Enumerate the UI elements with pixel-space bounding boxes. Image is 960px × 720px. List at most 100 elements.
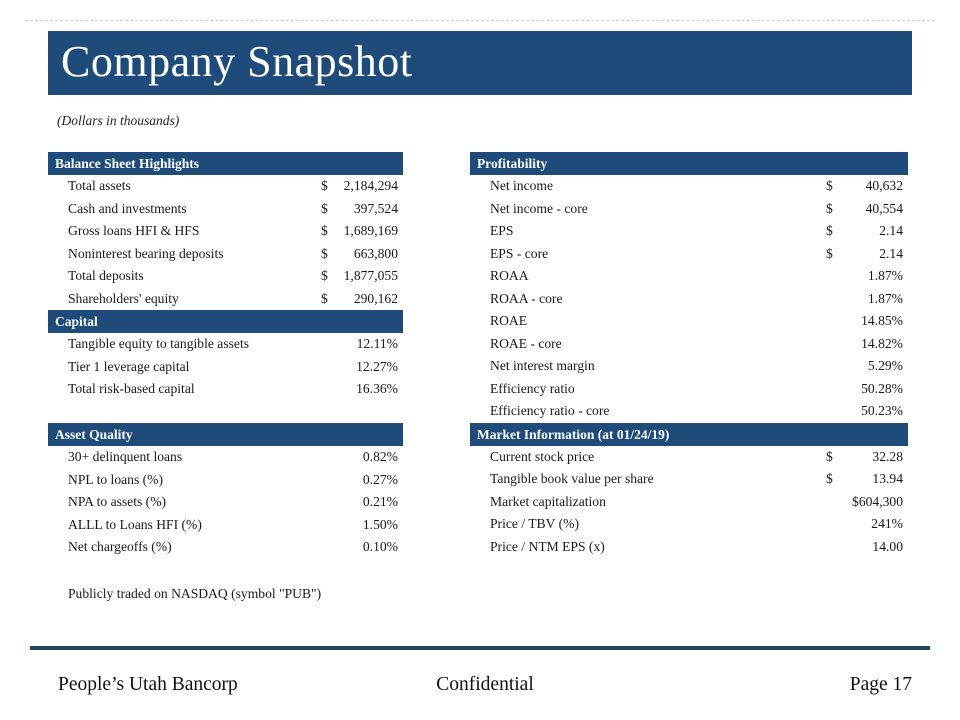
row-label: Price / TBV (%) xyxy=(490,516,579,532)
row-value: 50.28% xyxy=(861,380,903,396)
table-row: Price / TBV (%) 241% xyxy=(470,513,908,536)
section-header: Profitability xyxy=(470,152,908,175)
table-row: Net chargeoffs (%) 0.10% xyxy=(48,536,403,559)
footer-divider xyxy=(30,646,930,650)
table-row: Total assets $2,184,294 xyxy=(48,175,403,198)
row-label: ROAE xyxy=(490,313,528,329)
row-label: ROAA xyxy=(490,268,529,284)
section-header: Market Information (at 01/24/19) xyxy=(470,422,908,446)
table-row: ROAE - core 14.82% xyxy=(470,333,908,356)
row-label: Current stock price xyxy=(490,448,595,464)
row-label: Tangible book value per share xyxy=(490,471,654,487)
title-bar: Company Snapshot xyxy=(48,31,912,95)
table-row: Tier 1 leverage capital 12.27% xyxy=(48,356,403,379)
row-label: NPL to loans (%) xyxy=(68,471,164,487)
slide-top-divider xyxy=(25,20,935,21)
row-label: Efficiency ratio xyxy=(490,380,575,396)
slide-body: Balance Sheet Highlights Total assets $2,1… xyxy=(48,152,912,602)
row-value: 40,554 xyxy=(865,200,903,216)
row-label: Noninterest bearing deposits xyxy=(68,245,224,261)
table-row: Net interest margin 5.29% xyxy=(470,355,908,378)
column-gap xyxy=(403,152,470,602)
row-label: Total assets xyxy=(68,178,131,194)
currency-symbol: $ xyxy=(321,200,328,216)
table-row: Tangible book value per share $13.94 xyxy=(470,468,908,491)
row-label: Net income xyxy=(490,178,554,194)
row-label: Cash and investments xyxy=(68,200,187,216)
row-label: Total risk-based capital xyxy=(68,381,195,397)
table-row: Market capitalization $604,300 xyxy=(470,491,908,514)
row-value: 0.27% xyxy=(362,471,398,487)
section-header: Balance Sheet Highlights xyxy=(48,152,403,175)
currency-symbol: $ xyxy=(826,223,833,239)
row-value: 5.29% xyxy=(867,358,903,374)
currency-symbol: $ xyxy=(826,245,833,261)
table-row: ALLL to Loans HFI (%) 1.50% xyxy=(48,514,403,537)
table-row: Current stock price $32.28 xyxy=(470,446,908,469)
row-value: 663,800 xyxy=(353,245,398,261)
row-label: ROAA - core xyxy=(490,290,563,306)
currency-symbol: $ xyxy=(321,223,328,239)
currency-symbol: $ xyxy=(321,268,328,284)
currency-symbol: $ xyxy=(321,290,328,306)
row-label: Efficiency ratio - core xyxy=(490,403,610,419)
section-header: Asset Quality xyxy=(48,423,403,446)
footer-confidential-label: Confidential xyxy=(436,674,534,695)
currency-symbol: $ xyxy=(826,200,833,216)
table-row: EPS - core $2.14 xyxy=(470,243,908,266)
row-value: 16.36% xyxy=(356,381,398,397)
row-value: 12.27% xyxy=(356,358,398,374)
row-label: Net interest margin xyxy=(490,358,595,374)
row-value: 14.82% xyxy=(861,335,903,351)
table-row: EPS $2.14 xyxy=(470,220,908,243)
table-row: Shareholders' equity $290,162 xyxy=(48,288,403,311)
row-label: Net chargeoffs (%) xyxy=(68,539,172,555)
section-spacer xyxy=(48,401,403,424)
row-label: Gross loans HFI & HFS xyxy=(68,223,200,239)
table-row: ROAA - core 1.87% xyxy=(470,288,908,311)
row-value: 290,162 xyxy=(353,290,398,306)
row-value: 241% xyxy=(871,516,903,532)
row-label: Tangible equity to tangible assets xyxy=(68,336,250,352)
row-label: ALLL to Loans HFI (%) xyxy=(68,516,202,532)
row-value: 14.00 xyxy=(872,538,903,554)
units-note: (Dollars in thousands) xyxy=(57,113,180,128)
row-label: Tier 1 leverage capital xyxy=(68,358,190,374)
table-row: Noninterest bearing deposits $663,800 xyxy=(48,243,403,266)
row-label: EPS xyxy=(490,223,514,239)
row-value: 0.82% xyxy=(362,449,398,465)
table-row: Net income - core $40,554 xyxy=(470,198,908,221)
row-label: Shareholders' equity xyxy=(68,290,179,306)
row-label: NPA to assets (%) xyxy=(68,494,167,510)
row-value: 0.21% xyxy=(362,494,398,510)
table-row: Efficiency ratio 50.28% xyxy=(470,378,908,401)
right-column: Profitability Net income $40,632 Net income… xyxy=(470,152,908,602)
table-row: 30+ delinquent loans 0.82% xyxy=(48,446,403,469)
table-row: Efficiency ratio - core 50.23% xyxy=(470,400,908,423)
row-label: 30+ delinquent loans xyxy=(68,449,183,465)
table-row: Gross loans HFI & HFS $1,689,169 xyxy=(48,220,403,243)
currency-symbol: $ xyxy=(321,178,328,194)
row-value: 40,632 xyxy=(865,178,903,194)
footer-page-number: Page 17 xyxy=(849,674,913,695)
table-row: Tangible equity to tangible assets 12.11% xyxy=(48,333,403,356)
table-row: Total deposits $1,877,055 xyxy=(48,265,403,288)
row-value: 2.14 xyxy=(879,223,903,239)
row-value: 1.87% xyxy=(867,290,903,306)
left-column: Balance Sheet Highlights Total assets $2,1… xyxy=(48,152,403,602)
row-value: 32.28 xyxy=(872,448,903,464)
page-title: Company Snapshot xyxy=(61,37,413,86)
row-value: 12.11% xyxy=(356,336,398,352)
row-label: Total deposits xyxy=(68,268,144,284)
footer: People’s Utah Bancorp Confidential Page … xyxy=(30,674,930,696)
row-label: EPS - core xyxy=(490,245,549,261)
row-value: 397,524 xyxy=(353,200,398,216)
row-value: 13.94 xyxy=(872,471,903,487)
row-value: 14.85% xyxy=(861,313,903,329)
currency-symbol: $ xyxy=(826,448,833,464)
row-value: 0.10% xyxy=(362,539,398,555)
currency-symbol: $ xyxy=(826,178,833,194)
currency-symbol: $ xyxy=(321,245,328,261)
table-row: Net income $40,632 xyxy=(470,175,908,198)
row-label: Net income - core xyxy=(490,200,588,216)
